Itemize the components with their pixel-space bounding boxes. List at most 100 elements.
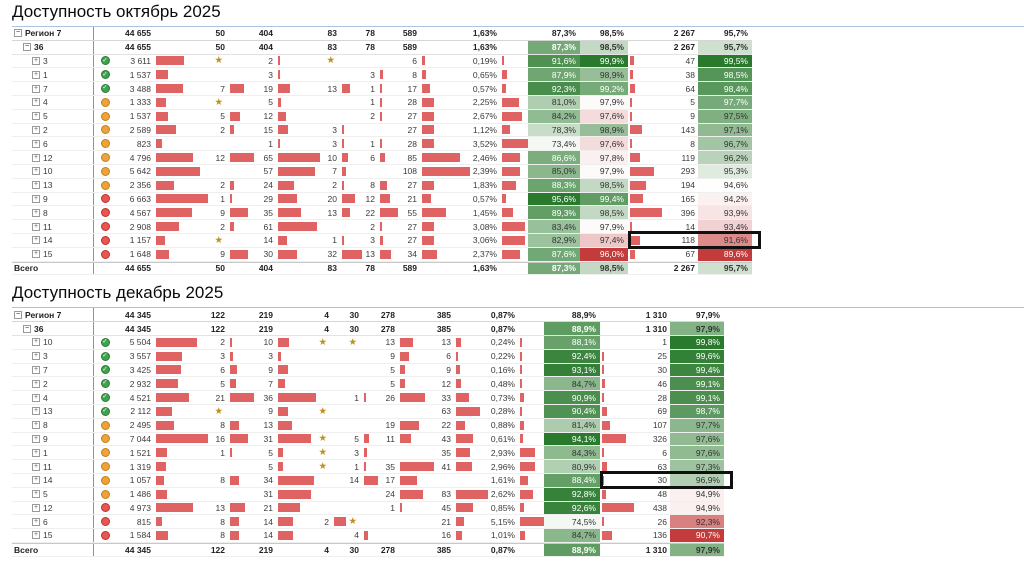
table-row-9[interactable]: +9 7 044 16 31 ★ 5 11 43 0,61% 94,1% 326 97,6% bbox=[12, 432, 724, 447]
expand-icon[interactable]: + bbox=[32, 503, 40, 512]
expand-icon[interactable]: + bbox=[32, 153, 40, 162]
table-row-region[interactable]: − Регион 7 44 655 50 404 83 78 589 1,63% 87,3% 98,… bbox=[12, 27, 752, 41]
table-row-12[interactable]: +12 4 973 13 21 1 45 0,85% 92,6% 438 94,9% bbox=[12, 501, 724, 516]
pct1-cell: 5,15% bbox=[490, 516, 515, 527]
expand-icon[interactable]: + bbox=[32, 379, 40, 388]
table-row-6[interactable]: +6 815 8 14 2 ★ 21 5,15% 74,5% 26 92,3% bbox=[12, 515, 724, 530]
expand-icon[interactable]: + bbox=[32, 112, 40, 121]
table-row-7[interactable]: +7 ✓ 3 488 7 19 13 1 17 0,57% 92,3% 99,2% 64 98,4% bbox=[12, 82, 752, 96]
expand-icon[interactable]: + bbox=[32, 421, 40, 430]
expand-icon[interactable]: + bbox=[32, 56, 40, 65]
table-row-group[interactable]: −36 44 655 50 404 83 78 589 1,63% 87,3% 98,5% 2 26… bbox=[12, 40, 752, 55]
col5-bar bbox=[362, 419, 378, 432]
col5-cell bbox=[346, 377, 362, 390]
expand-icon[interactable]: + bbox=[32, 84, 40, 93]
table-row-12[interactable]: +12 4 796 12 65 10 6 85 2,46% 86,6% 97,8% 119 96,2% bbox=[12, 151, 752, 165]
table-row-13[interactable]: +13 2 356 2 24 2 8 27 1,83% 88,3% 98,5% 194 94,6% bbox=[12, 178, 752, 193]
col4-bar bbox=[340, 55, 362, 68]
expand-icon[interactable]: + bbox=[32, 250, 40, 259]
expand-icon[interactable]: + bbox=[32, 352, 40, 361]
table-row-11[interactable]: +11 2 908 2 61 2 27 3,08% 83,4% 97,9% 14 93,4% bbox=[12, 220, 752, 234]
count-bar-fill bbox=[630, 153, 640, 163]
table-row-7[interactable]: +7 ✓ 3 425 6 9 5 9 0,16% 93,1% 30 99,4% bbox=[12, 363, 724, 378]
count-cell: 136 bbox=[652, 530, 667, 541]
pct4-cell: 97,9% bbox=[670, 322, 724, 335]
collapse-icon[interactable]: − bbox=[23, 324, 31, 333]
table-row-8[interactable]: +8 4 567 9 35 13 22 55 1,45% 89,3% 98,5% 396 93,9% bbox=[12, 206, 752, 221]
colbar-empty bbox=[276, 322, 316, 335]
colbar-empty bbox=[228, 263, 254, 275]
expand-icon[interactable]: + bbox=[32, 208, 40, 217]
col3-bar-fill bbox=[278, 111, 286, 121]
table-row-14[interactable]: +14 1 057 8 34 14 17 1,61% 88,4% 30 96,9% bbox=[12, 471, 733, 490]
col7-bar-fill bbox=[456, 448, 470, 458]
table-row-14[interactable]: +14 1 157 ★ 14 1 3 27 3,06% 82,9% 97,4% 118 91,6% bbox=[12, 231, 761, 250]
col3-bar-fill bbox=[278, 406, 288, 416]
table-row-4[interactable]: +4 ✓ 4 521 21 36 1 26 33 0,73% 90,9% 28 99,1% bbox=[12, 391, 724, 405]
table-row-5[interactable]: +5 1 486 31 24 83 2,62% 92,8% 48 94,9% bbox=[12, 487, 724, 502]
col5-bar bbox=[378, 193, 398, 206]
col2-bar-fill bbox=[230, 194, 232, 204]
table-row-6[interactable]: +6 823 1 3 1 28 3,52% 73,4% 97,6% 8 96,7% bbox=[12, 137, 752, 152]
expand-icon[interactable]: + bbox=[32, 490, 40, 499]
collapse-icon[interactable]: − bbox=[14, 310, 22, 319]
row-label: 7 bbox=[43, 364, 48, 375]
table-row-15[interactable]: +15 1 648 9 30 32 13 34 2,37% 87,6% 96,0% 67 89,6% bbox=[12, 247, 752, 262]
expand-icon[interactable]: + bbox=[32, 167, 40, 176]
pct1-cell: 2,39% bbox=[472, 166, 497, 177]
table-row-9[interactable]: +9 6 663 1 29 20 12 21 0,57% 95,6% 99,4% 165 94,2% bbox=[12, 192, 752, 207]
table-row-5[interactable]: +5 1 537 5 12 2 27 2,67% 84,2% 97,6% 9 97,5% bbox=[12, 109, 752, 124]
table-row-13[interactable]: +13 ✓ 2 112 ★ 9 ★ 63 0,28% 90,4% 69 98,7% bbox=[12, 404, 724, 419]
col2-cell: 8 bbox=[220, 530, 225, 541]
expand-icon[interactable]: + bbox=[32, 338, 40, 347]
table-row-group[interactable]: −36 44 345 122 219 4 30 278 385 0,87% 88,9% 1 310 9… bbox=[12, 322, 724, 336]
table-row-total[interactable]: Всего 44 655 50 404 83 78 589 1,63% 87,3% 98,5% 2 … bbox=[12, 261, 752, 276]
expand-icon[interactable]: + bbox=[32, 194, 40, 203]
expand-icon[interactable]: + bbox=[32, 98, 40, 107]
value-cell: 1 157 bbox=[129, 235, 151, 246]
expand-icon[interactable]: + bbox=[32, 462, 40, 471]
expand-icon[interactable]: + bbox=[32, 517, 40, 526]
expand-icon[interactable]: + bbox=[32, 70, 40, 79]
expand-icon[interactable]: + bbox=[32, 407, 40, 416]
col4-cell: 1 bbox=[332, 235, 337, 246]
table-row-2[interactable]: +2 2 589 2 15 3 27 1,12% 78,3% 98,9% 143 97,1% bbox=[12, 123, 752, 138]
table-row-region[interactable]: − Регион 7 44 345 122 219 4 30 278 385 0,87% 88,9%… bbox=[12, 308, 724, 323]
col3-bar-fill bbox=[278, 56, 280, 66]
expand-icon[interactable]: + bbox=[32, 222, 40, 231]
value-bar bbox=[154, 137, 208, 150]
col4-cell: 4 bbox=[324, 544, 329, 555]
pct1-cell: 2,62% bbox=[490, 489, 515, 500]
col3-cell: 7 bbox=[268, 378, 273, 389]
col2-bar bbox=[228, 82, 254, 95]
table-row-4[interactable]: +4 1 333 ★ 5 1 28 2,25% 81,0% 97,9% 5 97,7% bbox=[12, 95, 752, 110]
expand-icon[interactable]: + bbox=[32, 365, 40, 374]
table-row-1[interactable]: +1 1 521 1 5 ★ 3 35 2,93% 84,3% 6 97,6% bbox=[12, 446, 724, 461]
collapse-icon[interactable]: − bbox=[14, 29, 22, 38]
expand-icon[interactable]: + bbox=[32, 531, 40, 540]
expand-icon[interactable]: + bbox=[32, 139, 40, 148]
row-header-cell: +3 bbox=[12, 349, 94, 363]
col6-bar bbox=[420, 96, 470, 109]
expand-icon[interactable]: + bbox=[32, 236, 40, 245]
expand-icon[interactable]: + bbox=[32, 181, 40, 190]
table-row-10[interactable]: +10 ✓ 5 504 2 10 ★ ★ 13 13 0,24% 88,1% 1 99,8% bbox=[12, 335, 724, 350]
table-row-8[interactable]: +8 2 495 8 13 19 22 0,88% 81,4% 107 97,7% bbox=[12, 418, 724, 433]
table-row-11[interactable]: +11 1 319 5 ★ 1 35 41 2,96% 80,9% 63 97,3% bbox=[12, 460, 724, 474]
col4-bar-fill bbox=[342, 249, 362, 259]
row-header-cell: +13 bbox=[12, 404, 94, 418]
table-row-total[interactable]: Всего 44 345 122 219 4 30 278 385 0,87% 88,9% 1 31… bbox=[12, 542, 724, 557]
table-row-1[interactable]: +1 ✓ 1 537 3 3 8 0,65% 87,9% 98,9% 38 98,5% bbox=[12, 68, 752, 83]
table-row-3[interactable]: +3 ✓ 3 557 3 3 9 6 0,22% 92,4% 25 99,6% bbox=[12, 349, 724, 364]
expand-icon[interactable]: + bbox=[32, 393, 40, 402]
table-row-3[interactable]: +3 ✓ 3 611 ★ 2 ★ 6 0,19% 91,6% 99,9% 47 99,5% bbox=[12, 54, 752, 69]
expand-icon[interactable]: + bbox=[32, 125, 40, 134]
col5-bar bbox=[362, 433, 378, 446]
expand-icon[interactable]: + bbox=[32, 434, 40, 443]
table-row-15[interactable]: +15 1 584 8 14 4 16 1,01% 84,7% 136 90,7% bbox=[12, 529, 724, 543]
table-row-2[interactable]: +2 ✓ 2 932 5 7 5 12 0,48% 84,7% 46 99,1% bbox=[12, 377, 724, 392]
expand-icon[interactable]: + bbox=[32, 476, 40, 485]
collapse-icon[interactable]: − bbox=[23, 43, 31, 52]
expand-icon[interactable]: + bbox=[32, 448, 40, 457]
table-row-10[interactable]: +10 5 642 57 7 108 2,39% 85,0% 97,9% 293 95,3% bbox=[12, 164, 752, 179]
